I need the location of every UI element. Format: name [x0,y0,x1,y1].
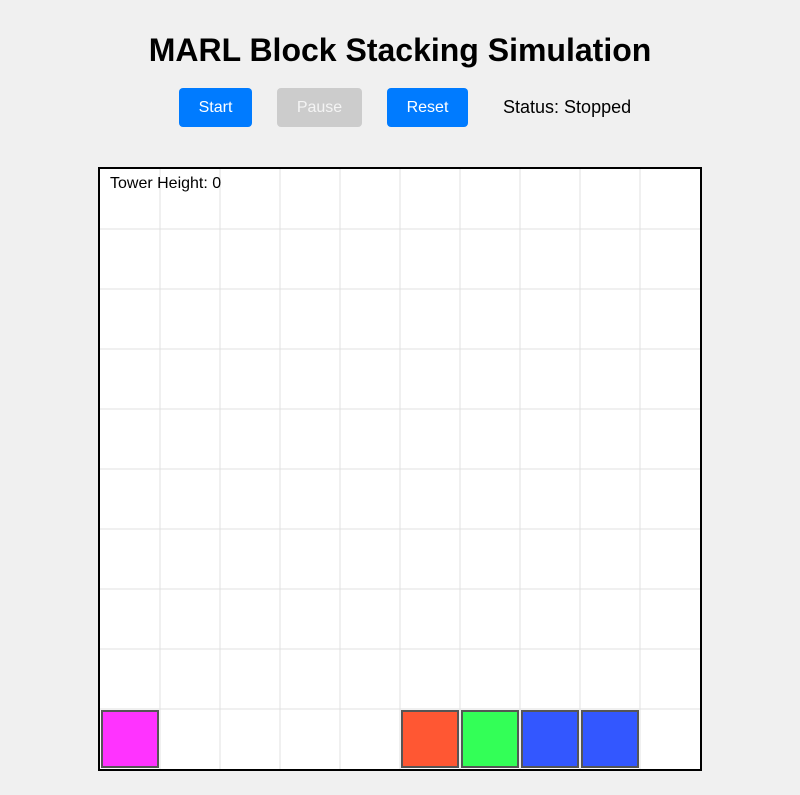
tower-height-value: 0 [212,175,222,192]
control-bar: Start Pause Reset Status: Stopped [179,88,631,127]
tower-height-label: Tower Height: [110,175,208,192]
reset-button[interactable]: Reset [387,88,468,127]
block-magenta[interactable] [101,710,159,768]
status-text: Status: Stopped [503,97,631,118]
page-title: MARL Block Stacking Simulation [148,32,652,68]
simulation-board[interactable]: Tower Height: 0 [98,167,702,771]
board-grid [100,169,700,769]
block-blue-2[interactable] [581,710,639,768]
block-green[interactable] [461,710,519,768]
start-button[interactable]: Start [179,88,252,127]
block-orange[interactable] [401,710,459,768]
status-value: Stopped [564,97,632,117]
status-prefix: Status: [503,97,560,117]
block-blue-1[interactable] [521,710,579,768]
pause-button[interactable]: Pause [277,88,362,127]
tower-height-readout: Tower Height: 0 [110,175,221,193]
